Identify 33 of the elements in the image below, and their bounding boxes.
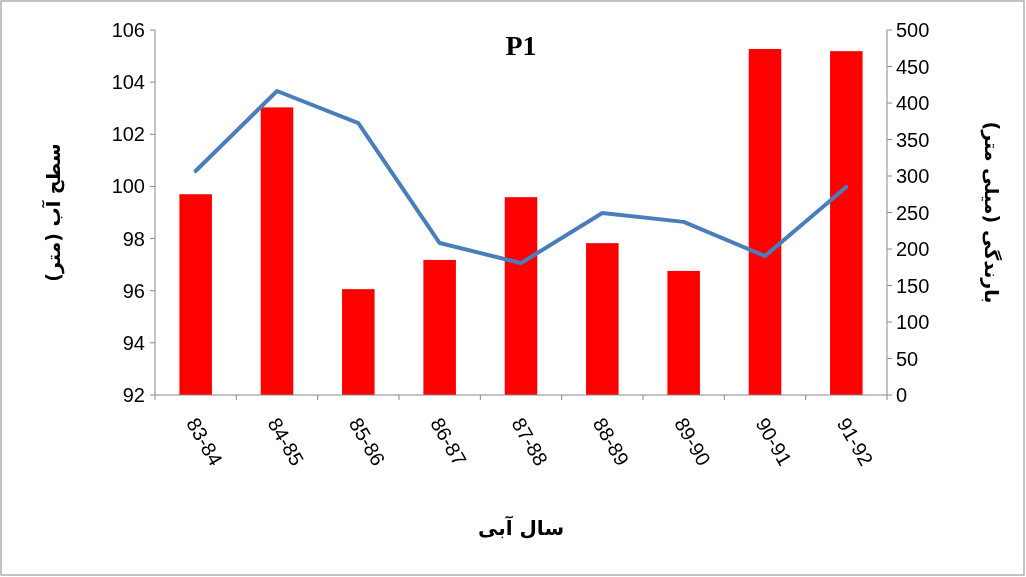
x-axis-title: سال آبی [477,515,565,540]
bar [667,270,700,395]
chart-title: P1 [505,30,537,61]
bar [179,194,212,395]
y2-tick-label: 250 [896,201,930,224]
y-axis-title: سطح آب (متر) [41,143,65,282]
y-tick-label: 102 [111,123,145,146]
y-tick-label: 96 [122,279,145,302]
y2-tick-label: 500 [896,19,930,41]
line-series [193,89,849,266]
y-tick-label: 100 [111,175,145,198]
y2-tick-label: 100 [896,311,930,333]
y-tick-label: 92 [122,384,145,406]
y-tick-label: 98 [122,227,145,250]
y2-tick-label: 150 [896,274,930,297]
y-tick-label: 104 [111,71,145,94]
bar [504,197,538,395]
y-tick-label: 106 [111,19,145,41]
y2-tick-label: 50 [896,347,919,370]
y-tick-label: 94 [122,331,145,354]
y2-tick-label: 450 [896,55,930,78]
y2-tick-label: 300 [896,165,930,187]
bar [748,48,782,395]
bar [260,107,294,395]
bar [830,51,863,395]
bar [342,289,375,395]
bar [586,243,619,395]
y2-tick-label: 200 [896,238,930,260]
y2-tick-label: 0 [896,384,908,406]
y2-tick-label: 350 [896,128,930,151]
bar [423,259,456,395]
y2-tick-label: 400 [896,92,930,114]
y2-axis-title: بارندگی (میلی متر) [980,121,1003,304]
